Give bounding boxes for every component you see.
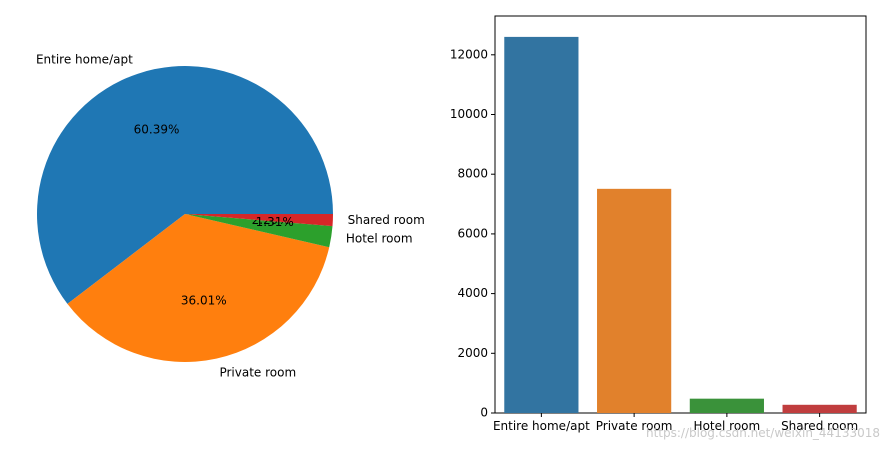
bar-hotel-room [689, 398, 764, 413]
pie-slice-hotel-room [185, 214, 333, 248]
pie-chart: Entire home/apt 60.39% Private room 36.01% H… [36, 52, 425, 379]
bar-shared-room [782, 404, 857, 413]
pie-label-shared-room: Shared room [348, 213, 425, 227]
pie-pct-entire-home-apt: 60.39% [134, 122, 180, 136]
y-tick-label: 0 [480, 406, 488, 420]
pie-pct-shared-room: 1.31% [256, 215, 294, 229]
pie-label-private-room: Private room [219, 366, 296, 380]
bar-axes-frame [494, 15, 867, 414]
pie-slice-private-room [67, 214, 330, 363]
pie-slice-shared-room [185, 214, 333, 227]
pie-slice-entire-home-apt [37, 66, 333, 304]
bar-private-room [597, 188, 672, 413]
y-tick-label: 6000 [457, 226, 488, 240]
pie-label-entire-home-apt: Entire home/apt [36, 52, 133, 66]
y-tick-label: 4000 [457, 286, 488, 300]
x-tick-label-entire-home-apt: Entire home/apt [493, 419, 590, 433]
x-tick-label-private-room: Private room [596, 419, 673, 433]
x-tick-label-shared-room: Shared room [781, 419, 858, 433]
bar-chart: 0 2000 4000 6000 8000 10000 12000 Entire home/a… [450, 15, 867, 433]
y-tick-label: 10000 [450, 107, 488, 121]
y-tick-label: 8000 [457, 167, 488, 181]
y-tick-label: 12000 [450, 47, 488, 61]
pie-pct-private-room: 36.01% [181, 293, 227, 307]
watermark: https://blog.csdn.net/weixin_44133018 [646, 426, 880, 440]
bar-entire-home-apt [504, 36, 579, 413]
x-tick-label-hotel-room: Hotel room [694, 419, 761, 433]
pie-label-hotel-room: Hotel room [346, 232, 413, 246]
y-tick-label: 2000 [457, 346, 488, 360]
